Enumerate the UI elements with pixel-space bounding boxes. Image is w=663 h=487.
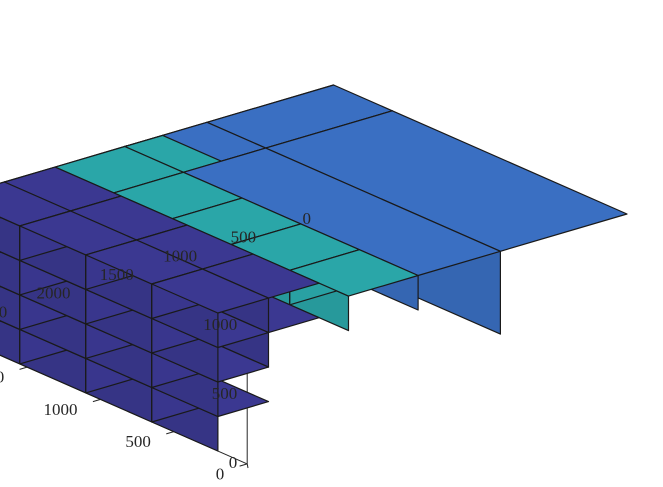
tick-labels: 0500100015002000250030000500100015002000… [0,209,311,484]
z-tick-label: 0 [229,453,238,472]
x-tick-label: 1000 [163,246,197,265]
y-tick-label: 0 [216,465,225,484]
y-tick-mark [239,463,248,467]
box-dark_indigo [19,210,138,290]
z-tick-mark [246,463,249,469]
box-teal [289,249,419,332]
z-tick-label: 500 [212,384,238,403]
box-dark_indigo [151,268,270,349]
y-tick-label: 1500 [0,368,4,387]
boxes [0,84,628,452]
y-tick-mark [166,431,174,435]
x-tick-label: 2000 [37,284,71,303]
x-tick-label: 500 [231,228,257,247]
z-tick-label: 1000 [203,315,237,334]
y-tick-mark [19,366,28,370]
y-tick-label: 500 [125,432,151,451]
box-top-face [151,268,270,314]
x-tick-label: 0 [302,209,311,228]
y-tick-mark [92,398,101,403]
x-tick-label: 2500 [0,302,7,321]
box-dark_indigo [85,239,204,320]
y-tick-label: 1000 [44,400,78,419]
x-tick-label: 1500 [100,265,134,284]
